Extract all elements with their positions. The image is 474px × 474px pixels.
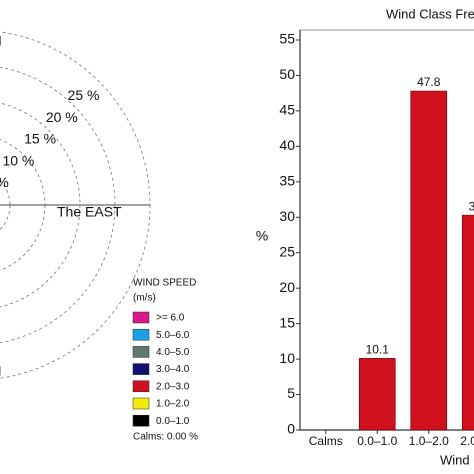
bar-value-label: 30.3 — [469, 199, 474, 213]
bar-value-label: 10.1 — [366, 343, 390, 357]
y-tick-label: 55 — [279, 31, 295, 47]
direction-label: The EAST — [57, 204, 122, 220]
legend-label: 1.0–2.0 — [156, 399, 190, 410]
ring-label: 25 % — [68, 87, 100, 103]
legend-label: 5.0–6.0 — [156, 330, 190, 341]
legend-swatch — [132, 346, 150, 358]
x-tick-label: Calms — [309, 434, 343, 448]
ring-label: 10 % — [2, 152, 34, 168]
y-tick-label: 5 — [287, 385, 295, 401]
y-axis-label: % — [256, 228, 268, 244]
ring-label: 5 % — [0, 174, 9, 190]
bar — [410, 90, 448, 431]
x-tick-label: 1.0–2.0 — [409, 434, 449, 448]
ring — [0, 179, 11, 231]
y-tick-label: 40 — [279, 137, 295, 153]
legend-unit: (m/s) — [133, 293, 156, 304]
bar-value-label: 47.8 — [417, 75, 441, 89]
y-tick-label: 45 — [279, 102, 295, 118]
legend-swatch — [132, 311, 150, 324]
legend-label: >= 6.0 — [156, 313, 185, 324]
y-tick-label: 25 — [279, 243, 295, 259]
bar — [358, 358, 396, 431]
legend-swatch — [132, 363, 150, 375]
ring — [0, 139, 46, 271]
legend-label: 3.0–4.0 — [156, 364, 190, 375]
y-tick-label: 20 — [279, 279, 295, 295]
calms-note: Calms: 0.00 % — [133, 432, 198, 443]
x-tick-label: 2.0–3.0 — [460, 434, 474, 448]
x-tick-label: 0.0–1.0 — [357, 434, 397, 448]
legend-swatch — [132, 380, 150, 393]
direction-label: SOUTH — [0, 363, 2, 379]
x-axis-label: Wind Class (m/s) — [440, 452, 474, 467]
legend-swatch — [132, 328, 150, 341]
y-tick-label: 0 — [287, 421, 295, 437]
chart-title: Wind Class Frequency Distribution — [386, 6, 474, 21]
ring-label: 20 % — [46, 109, 78, 125]
legend-swatch — [132, 414, 150, 427]
ring — [0, 31, 151, 379]
direction-label: NORTH — [0, 33, 2, 49]
legend-label: 0.0–1.0 — [156, 416, 190, 427]
ring — [0, 66, 116, 344]
legend-label: 4.0–5.0 — [156, 347, 190, 358]
bar — [461, 214, 474, 431]
y-tick-label: 10 — [279, 350, 295, 366]
y-tick-label: 35 — [279, 173, 295, 189]
legend-swatch — [132, 397, 150, 410]
y-tick-label: 50 — [279, 66, 295, 82]
ring-label: 15 % — [24, 131, 56, 147]
y-tick-label: 30 — [279, 208, 295, 224]
ring — [0, 102, 81, 308]
legend-label: 2.0–3.0 — [156, 381, 190, 392]
y-tick-label: 15 — [279, 314, 295, 330]
legend-title: WIND SPEED — [133, 278, 196, 289]
